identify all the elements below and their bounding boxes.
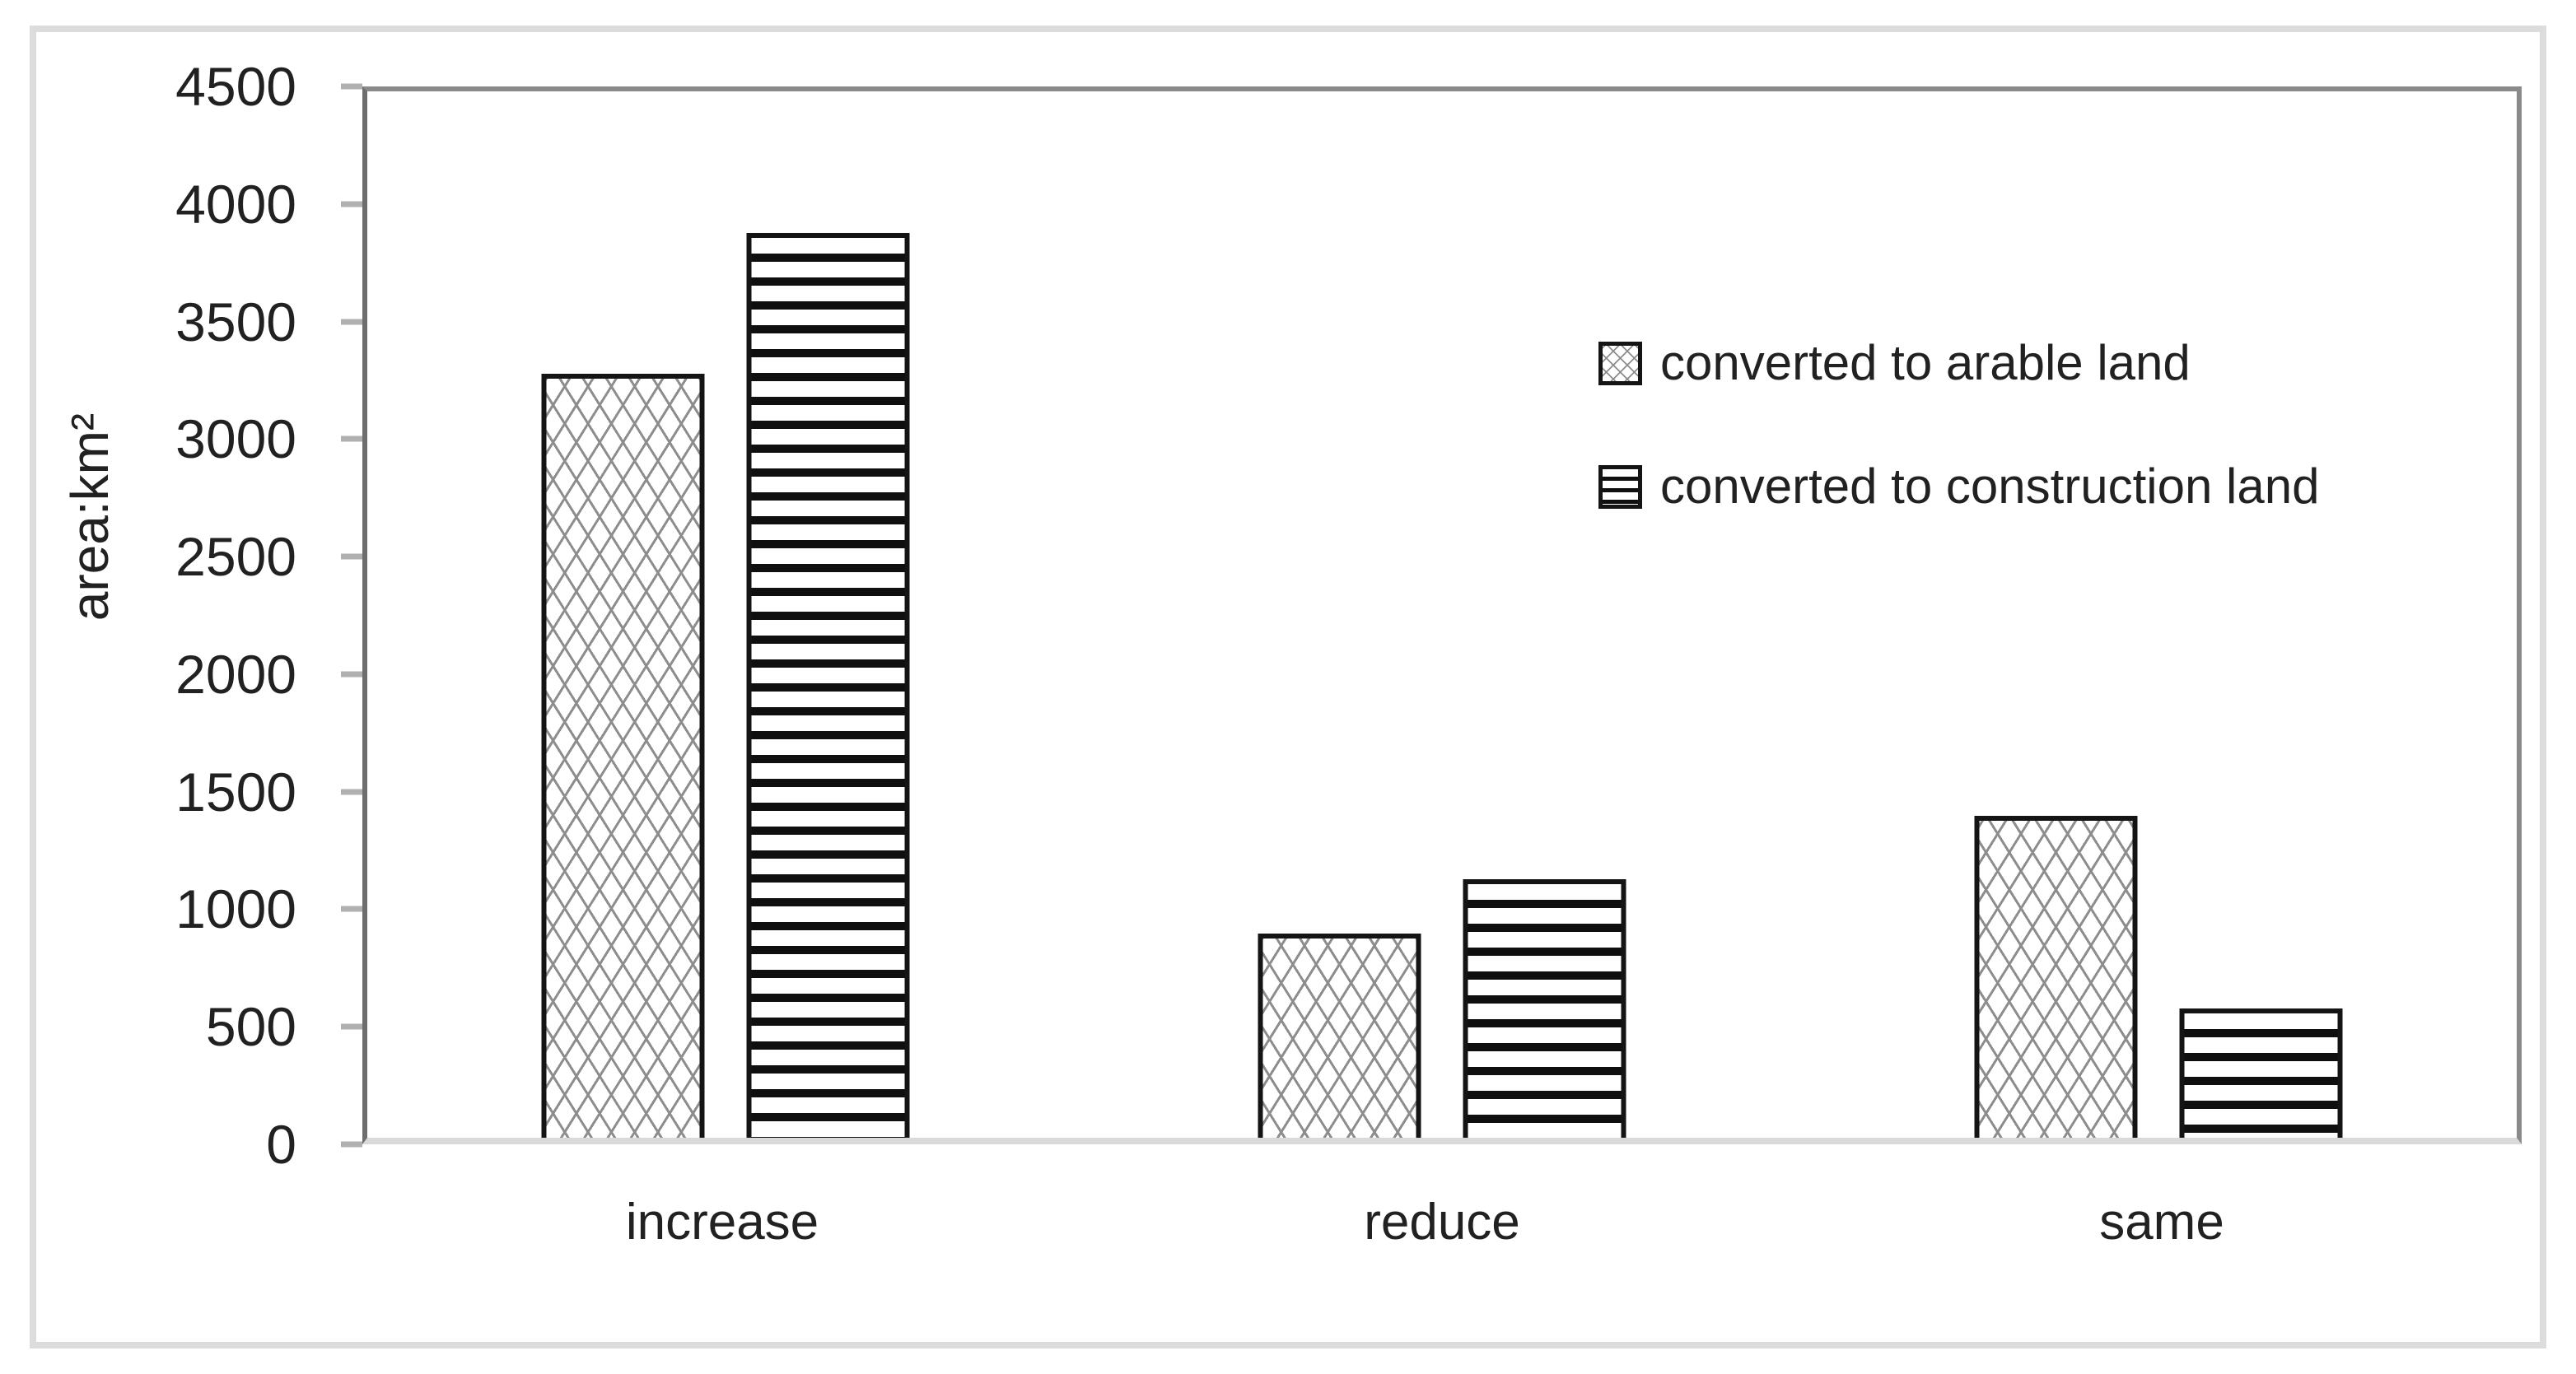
bar-same-hlines <box>2179 1008 2343 1138</box>
y-tick-label: 3000 <box>175 408 296 470</box>
y-tick-label: 0 <box>266 1114 296 1175</box>
y-tick-label: 4000 <box>175 173 296 235</box>
y-tick-mark <box>341 201 362 207</box>
y-tick-mark <box>341 789 362 795</box>
y-tick-label: 1500 <box>175 761 296 822</box>
y-tick-label: 2000 <box>175 643 296 705</box>
y-tick-mark <box>341 671 362 678</box>
bar-increase-crosshatch <box>541 374 705 1138</box>
legend-label: converted to construction land <box>1660 459 2320 514</box>
bar-same-crosshatch <box>1974 816 2138 1138</box>
y-tick-mark <box>341 1023 362 1030</box>
legend-item: converted to arable land <box>1598 335 2319 390</box>
y-tick-label: 500 <box>205 996 296 1058</box>
category-label-reduce: reduce <box>1364 1194 1520 1251</box>
y-tick-mark <box>341 83 362 90</box>
bar-reduce-hlines <box>1463 879 1626 1138</box>
y-tick-mark <box>341 319 362 325</box>
category-label-increase: increase <box>625 1194 819 1251</box>
legend-label: converted to arable land <box>1660 335 2191 390</box>
bar-group-increase <box>541 233 910 1138</box>
y-tick-mark <box>341 435 362 442</box>
y-tick-mark <box>341 553 362 560</box>
bar-group-reduce <box>1258 879 1626 1138</box>
legend-swatch-hlines-icon <box>1598 464 1642 509</box>
legend-swatch-crosshatch-icon <box>1598 341 1642 385</box>
y-tick-mark <box>341 1141 362 1148</box>
category-label-same: same <box>2099 1194 2224 1251</box>
y-tick-label: 2500 <box>175 526 296 588</box>
legend-item: converted to construction land <box>1598 459 2320 514</box>
bar-increase-hlines <box>746 233 910 1138</box>
y-tick-mark <box>341 906 362 912</box>
bar-reduce-crosshatch <box>1258 934 1421 1138</box>
plot-area: converted to arable land converted to con… <box>362 86 2522 1144</box>
y-tick-label: 3500 <box>175 291 296 352</box>
bar-group-same <box>1974 816 2343 1138</box>
y-tick-label: 4500 <box>175 56 296 117</box>
y-axis: 0 500 1000 1500 2000 2500 3000 3500 4000 4500 <box>0 59 362 1171</box>
chart-frame <box>30 26 2546 1348</box>
legend: converted to arable land converted to con… <box>1598 335 2320 588</box>
x-axis: increase reduce same <box>362 1144 2522 1309</box>
y-tick-label: 1000 <box>175 878 296 940</box>
